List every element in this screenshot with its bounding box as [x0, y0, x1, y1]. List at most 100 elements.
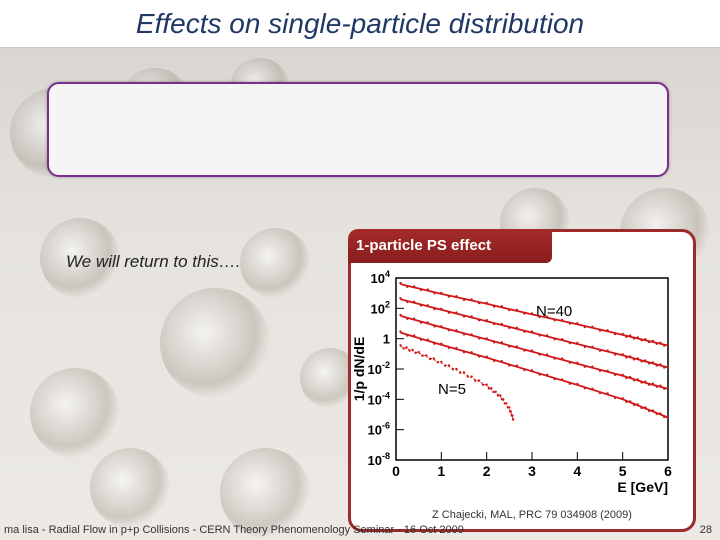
data-point	[470, 315, 473, 318]
data-point	[499, 394, 502, 397]
data-point	[553, 319, 556, 322]
y-tick-label: 104	[371, 269, 390, 286]
data-point	[494, 390, 497, 393]
data-point	[411, 348, 414, 351]
data-point	[629, 400, 632, 403]
data-point	[530, 349, 534, 352]
data-point	[553, 338, 556, 341]
data-point	[425, 354, 428, 357]
data-point	[487, 387, 491, 390]
data-point	[663, 415, 666, 419]
data-point	[508, 345, 511, 348]
data-point	[500, 360, 503, 363]
data-point	[644, 359, 647, 362]
data-point	[553, 377, 556, 381]
data-point	[655, 412, 658, 416]
data-point	[399, 281, 402, 285]
data-point	[568, 341, 571, 345]
data-point	[440, 360, 443, 364]
data-point	[421, 354, 424, 357]
data-point	[406, 334, 409, 337]
data-point	[583, 325, 587, 329]
data-point	[591, 387, 594, 390]
data-point	[663, 344, 666, 347]
data-point	[455, 311, 458, 314]
data-point	[625, 356, 628, 359]
data-point	[621, 373, 624, 376]
data-point	[440, 325, 443, 328]
data-point	[509, 410, 512, 413]
data-point	[606, 369, 609, 372]
data-point	[625, 400, 628, 404]
data-point	[523, 368, 526, 372]
data-point	[523, 330, 526, 333]
data-point	[426, 321, 429, 324]
data-point	[447, 329, 451, 332]
data-point	[485, 355, 488, 358]
data-point	[500, 305, 503, 308]
data-point	[583, 345, 587, 349]
data-point	[470, 351, 473, 354]
data-point	[655, 342, 658, 345]
data-point	[636, 357, 639, 360]
data-point	[455, 329, 458, 332]
x-tick-label: 0	[392, 463, 400, 479]
data-point	[640, 360, 643, 363]
data-point	[451, 368, 454, 371]
y-axis-label: 1/p dN/dE	[351, 337, 367, 402]
data-point	[545, 315, 549, 318]
data-point	[568, 322, 571, 325]
data-point	[583, 365, 587, 368]
plot-frame	[395, 277, 669, 461]
data-point	[508, 364, 511, 367]
data-point	[606, 349, 609, 352]
data-point	[655, 364, 658, 367]
data-point	[412, 300, 416, 303]
data-point	[493, 341, 496, 344]
data-point	[402, 347, 405, 350]
series-line	[400, 331, 669, 419]
data-point	[663, 366, 666, 369]
y-tick-label: 10-2	[368, 360, 390, 377]
data-point	[492, 390, 495, 394]
data-point	[561, 338, 564, 341]
data-point	[629, 334, 632, 337]
data-point	[576, 361, 579, 364]
data-point	[647, 383, 651, 386]
data-point	[399, 297, 402, 300]
y-tick-label: 10-6	[368, 421, 390, 438]
data-point	[538, 315, 541, 319]
x-tick-label: 4	[573, 463, 581, 479]
data-point	[432, 357, 435, 360]
data-point	[496, 394, 500, 397]
data-point	[613, 332, 617, 336]
data-point	[515, 308, 519, 312]
data-point	[426, 304, 429, 307]
x-tick-label: 6	[664, 463, 672, 479]
data-point	[636, 378, 639, 381]
data-point	[433, 307, 436, 311]
data-point	[515, 345, 519, 348]
data-point	[470, 333, 473, 336]
data-point	[644, 406, 647, 409]
data-point	[640, 406, 643, 410]
highlight-box	[47, 82, 669, 177]
data-point	[470, 298, 473, 301]
data-point	[477, 379, 481, 382]
data-point	[414, 351, 417, 355]
data-point	[576, 382, 579, 386]
data-point	[493, 322, 496, 326]
data-point	[530, 330, 534, 333]
annotation-n40: N=40	[536, 303, 572, 320]
data-point	[426, 288, 429, 291]
data-point	[455, 367, 458, 371]
data-point	[651, 382, 655, 385]
data-point	[440, 307, 443, 310]
data-point	[651, 409, 655, 412]
data-point	[598, 329, 602, 332]
data-point	[500, 322, 503, 326]
data-point	[412, 334, 416, 337]
data-point	[561, 378, 564, 381]
spectrum-chart: 0 1 2 3 4 5 6 104 102 1 10-2 10-4 10-6 10-8 E [GeV] 1/p…	[351, 269, 672, 495]
data-point	[440, 291, 443, 295]
